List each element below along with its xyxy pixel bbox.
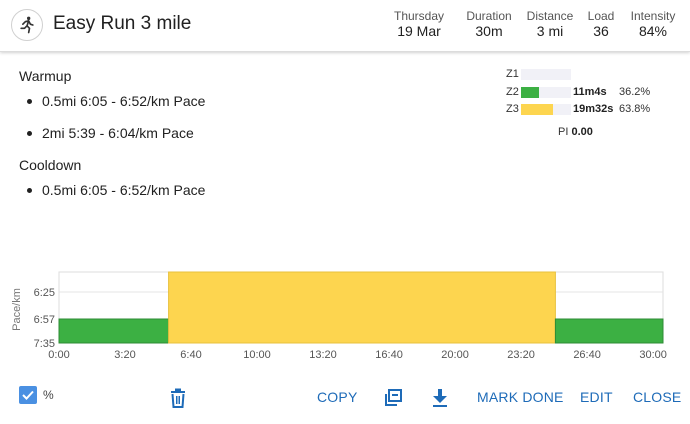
zone-bar-track [521,69,571,80]
stat-load: Load 36 [584,9,618,40]
y-tick-label: 7:35 [34,338,55,350]
bullet-icon [27,98,32,104]
bullet-icon [27,130,32,136]
zone-percent: 36.2% [619,86,651,98]
pi-label: PI [558,126,569,138]
bullet-icon [27,187,32,193]
stat-intensity-value: 84% [638,23,668,39]
step-text: 0.5mi 6:05 - 6:52/km Pace [42,93,206,109]
zone-bar-track [521,87,571,98]
pi-readout: PI 0.00 [558,126,593,138]
stat-distance-label: Distance [526,9,574,23]
x-tick-label: 3:20 [114,349,135,361]
zone-bar-track [521,104,571,115]
workout-title: Easy Run 3 mile [53,13,192,34]
zone-time: 19m32s [573,103,614,115]
zone-label: Z1 [506,68,519,80]
chart-labels: 6:25 6:57 7:350:00 3:20 6:40 10:00 13:20 16:40 2… [11,287,667,361]
step-text: 2mi 5:39 - 6:04/km Pace [42,125,194,141]
x-tick-label: 23:20 [507,349,535,361]
zone-label: Z3 [506,103,519,115]
x-tick-label: 30:00 [639,349,667,361]
x-tick-label: 20:00 [441,349,469,361]
workout-step: 0.5mi 6:05 - 6:52/km Pace [27,182,205,198]
y-tick-label: 6:57 [34,314,55,326]
pace-segment [58,318,170,344]
x-tick-label: 0:00 [48,349,69,361]
stat-load-value: 36 [593,23,609,39]
warmup-title: Warmup [19,68,72,84]
download-icon[interactable] [429,387,451,409]
stat-duration-label: Duration [466,9,512,23]
pi-value: 0.00 [571,126,593,138]
duplicate-icon[interactable] [382,387,404,409]
x-tick-label: 16:40 [375,349,403,361]
stat-day: Thursday 19 Mar [389,9,449,40]
stat-load-label: Load [587,9,615,23]
workout-header: Easy Run 3 mile Thursday 19 Mar Duration… [0,0,690,52]
workout-step: 2mi 5:39 - 6:04/km Pace [27,125,194,141]
zone-bar [521,87,540,98]
copy-button[interactable]: COPY [317,389,358,405]
y-tick-label: 6:25 [34,287,55,299]
pace-segment [168,271,556,344]
stat-day-label: Thursday [393,9,445,23]
y-axis-label: Pace/km [11,288,23,331]
stat-distance-value: 3 mi [536,23,564,39]
stat-distance: Distance 3 mi [523,9,577,40]
zone-time: 11m4s [573,86,607,98]
mark-done-button[interactable]: MARK DONE [477,389,564,405]
workout-step: 0.5mi 6:05 - 6:52/km Pace [27,93,205,109]
stat-intensity-label: Intensity [630,9,676,23]
percent-checkbox[interactable] [19,386,37,404]
x-tick-label: 26:40 [573,349,601,361]
x-tick-label: 10:00 [243,349,271,361]
running-icon [11,9,43,41]
pace-chart: 6:25 6:57 7:350:00 3:20 6:40 10:00 13:20 16:40 2… [11,271,667,361]
chart-marks [58,271,664,344]
step-text: 0.5mi 6:05 - 6:52/km Pace [42,182,206,198]
close-button[interactable]: CLOSE [633,389,682,405]
stat-duration: Duration 30m [462,9,516,40]
stat-duration-value: 30m [475,23,503,39]
pace-segment [554,318,664,344]
percent-label: % [43,388,54,402]
cooldown-title: Cooldown [19,157,82,173]
x-tick-label: 6:40 [180,349,201,361]
stat-intensity: Intensity 84% [627,9,679,40]
zone-label: Z2 [506,86,519,98]
zone-percent: 63.8% [619,103,651,115]
zone-bar [521,104,553,115]
x-tick-label: 13:20 [309,349,337,361]
stat-day-value: 19 Mar [397,23,441,39]
delete-icon[interactable] [167,387,189,409]
edit-button[interactable]: EDIT [580,389,613,405]
